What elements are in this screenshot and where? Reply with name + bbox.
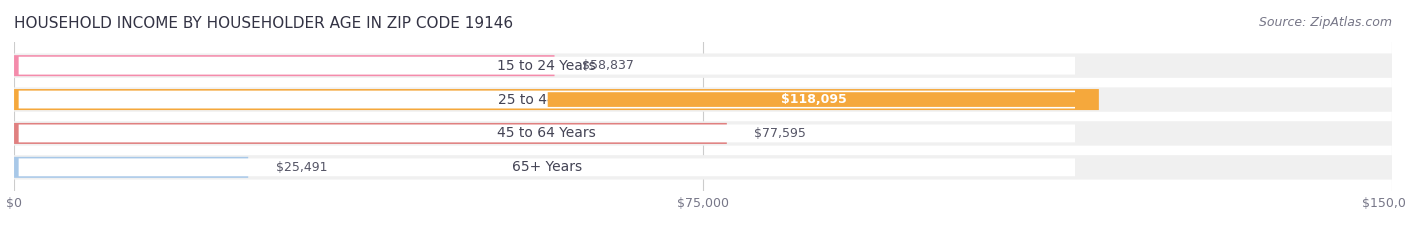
Text: 65+ Years: 65+ Years xyxy=(512,160,582,174)
FancyBboxPatch shape xyxy=(548,92,1080,107)
Text: Source: ZipAtlas.com: Source: ZipAtlas.com xyxy=(1258,16,1392,29)
FancyBboxPatch shape xyxy=(18,158,1076,176)
Text: $77,595: $77,595 xyxy=(755,127,806,140)
FancyBboxPatch shape xyxy=(18,91,1076,109)
FancyBboxPatch shape xyxy=(14,53,1392,78)
FancyBboxPatch shape xyxy=(14,55,554,76)
FancyBboxPatch shape xyxy=(14,123,727,144)
Text: HOUSEHOLD INCOME BY HOUSEHOLDER AGE IN ZIP CODE 19146: HOUSEHOLD INCOME BY HOUSEHOLDER AGE IN Z… xyxy=(14,16,513,31)
FancyBboxPatch shape xyxy=(14,87,1392,112)
Text: 45 to 64 Years: 45 to 64 Years xyxy=(498,127,596,140)
FancyBboxPatch shape xyxy=(14,89,1099,110)
Text: $118,095: $118,095 xyxy=(782,93,846,106)
Text: $25,491: $25,491 xyxy=(276,161,328,174)
FancyBboxPatch shape xyxy=(14,121,1392,146)
Text: 15 to 24 Years: 15 to 24 Years xyxy=(498,59,596,73)
Text: 25 to 44 Years: 25 to 44 Years xyxy=(498,93,596,106)
FancyBboxPatch shape xyxy=(18,124,1076,142)
FancyBboxPatch shape xyxy=(18,57,1076,75)
FancyBboxPatch shape xyxy=(14,155,1392,180)
Text: $58,837: $58,837 xyxy=(582,59,634,72)
FancyBboxPatch shape xyxy=(14,157,249,178)
